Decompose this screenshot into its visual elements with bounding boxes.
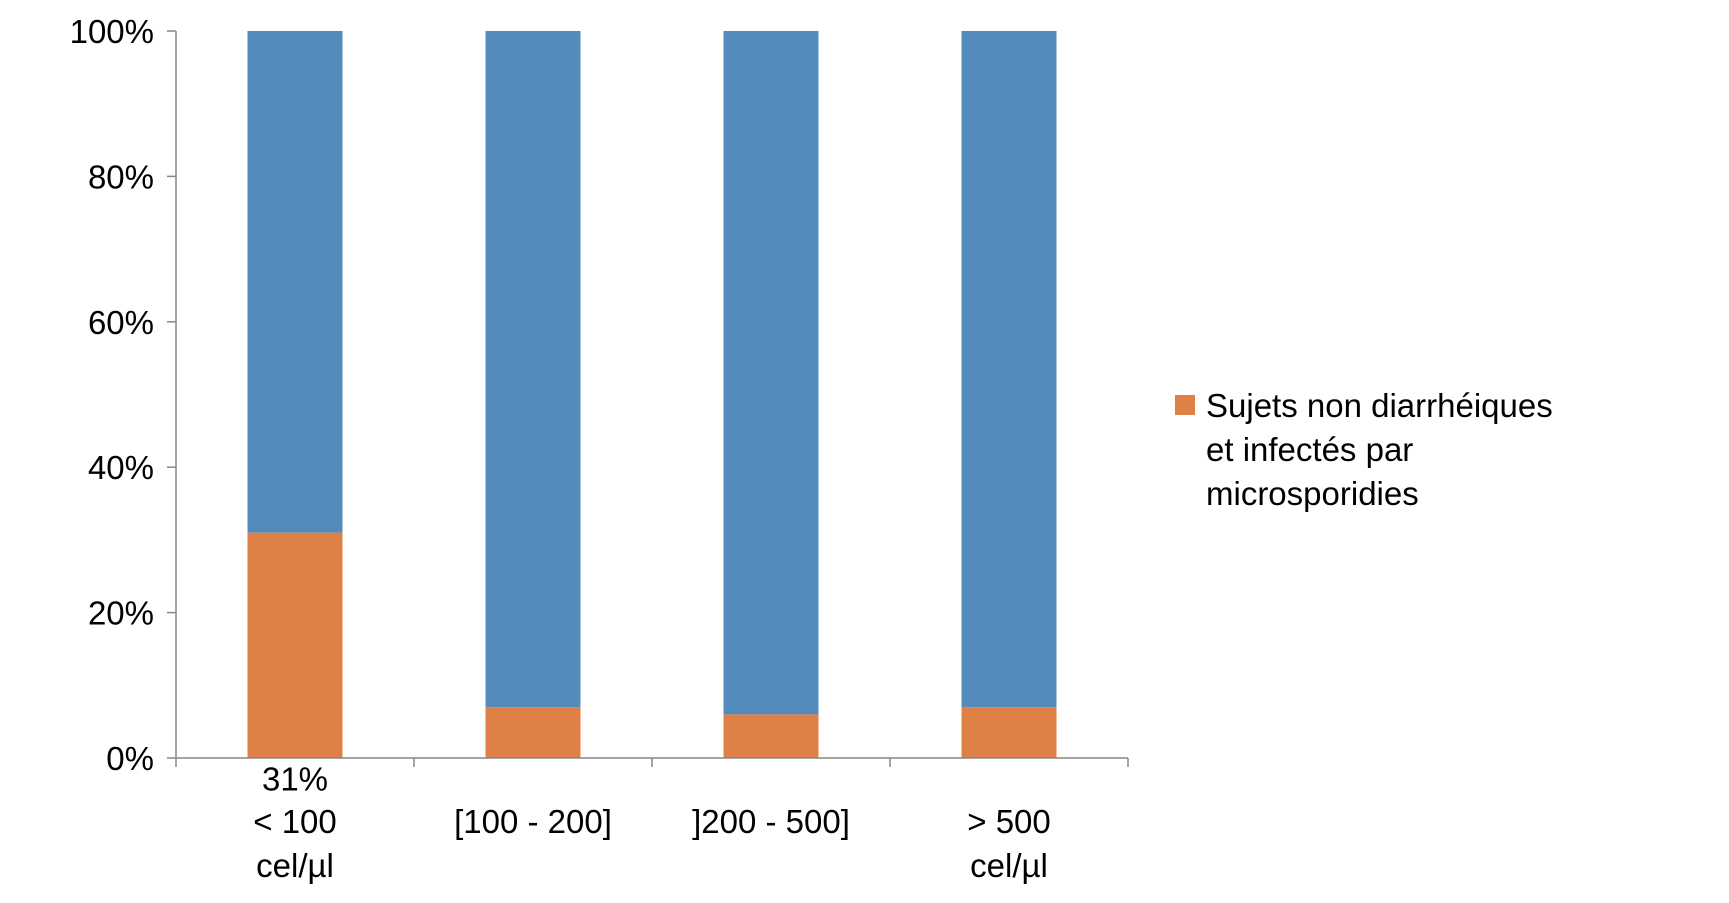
legend-swatch: [1175, 395, 1195, 415]
x-category-label-line: cel/µl: [256, 847, 334, 884]
bar-segment-2: [961, 31, 1057, 708]
bar-segment-1: [723, 714, 819, 758]
x-category-label: > 500 cel/µl: [967, 803, 1051, 884]
bar-segment-1: [485, 707, 581, 758]
x-axis: < 100 cel/µl [100 - 200] ]200 - 500] > 500 ce…: [175, 757, 1129, 884]
x-category-label-line: cel/µl: [970, 847, 1048, 884]
bar-segment-1: [961, 707, 1057, 758]
y-tick-label: 100%: [70, 13, 154, 50]
y-tick-label: 60%: [88, 304, 154, 341]
legend: Sujets non diarrhéiques et infectés par mi…: [1175, 387, 1553, 512]
y-tick-label: 0%: [106, 740, 154, 777]
x-category-label-line: ]200 - 500]: [692, 803, 850, 840]
x-category-label: < 100 cel/µl: [253, 803, 337, 884]
y-tick-label: 40%: [88, 449, 154, 486]
legend-label-line: Sujets non diarrhéiques: [1206, 387, 1553, 424]
data-label: 31%: [262, 760, 328, 797]
x-category-label-line: > 500: [967, 803, 1051, 840]
bars: 31%: [247, 31, 1057, 797]
x-category-label: ]200 - 500]: [692, 803, 850, 840]
legend-label-line: microsporidies: [1206, 475, 1419, 512]
bar-segment-2: [485, 31, 581, 708]
x-category-label-line: [100 - 200]: [454, 803, 612, 840]
legend-label: Sujets non diarrhéiques et infectés par mi…: [1206, 387, 1553, 512]
bar-segment-2: [247, 31, 343, 533]
bar-segment-2: [723, 31, 819, 715]
y-tick-label: 80%: [88, 158, 154, 195]
y-tick-label: 20%: [88, 595, 154, 632]
legend-label-line: et infectés par: [1206, 431, 1413, 468]
x-category-label-line: < 100: [253, 803, 337, 840]
y-axis: 0% 20% 40% 60% 80% 100%: [70, 13, 177, 777]
x-category-label: [100 - 200]: [454, 803, 612, 840]
bar-segment-1: [247, 532, 343, 758]
